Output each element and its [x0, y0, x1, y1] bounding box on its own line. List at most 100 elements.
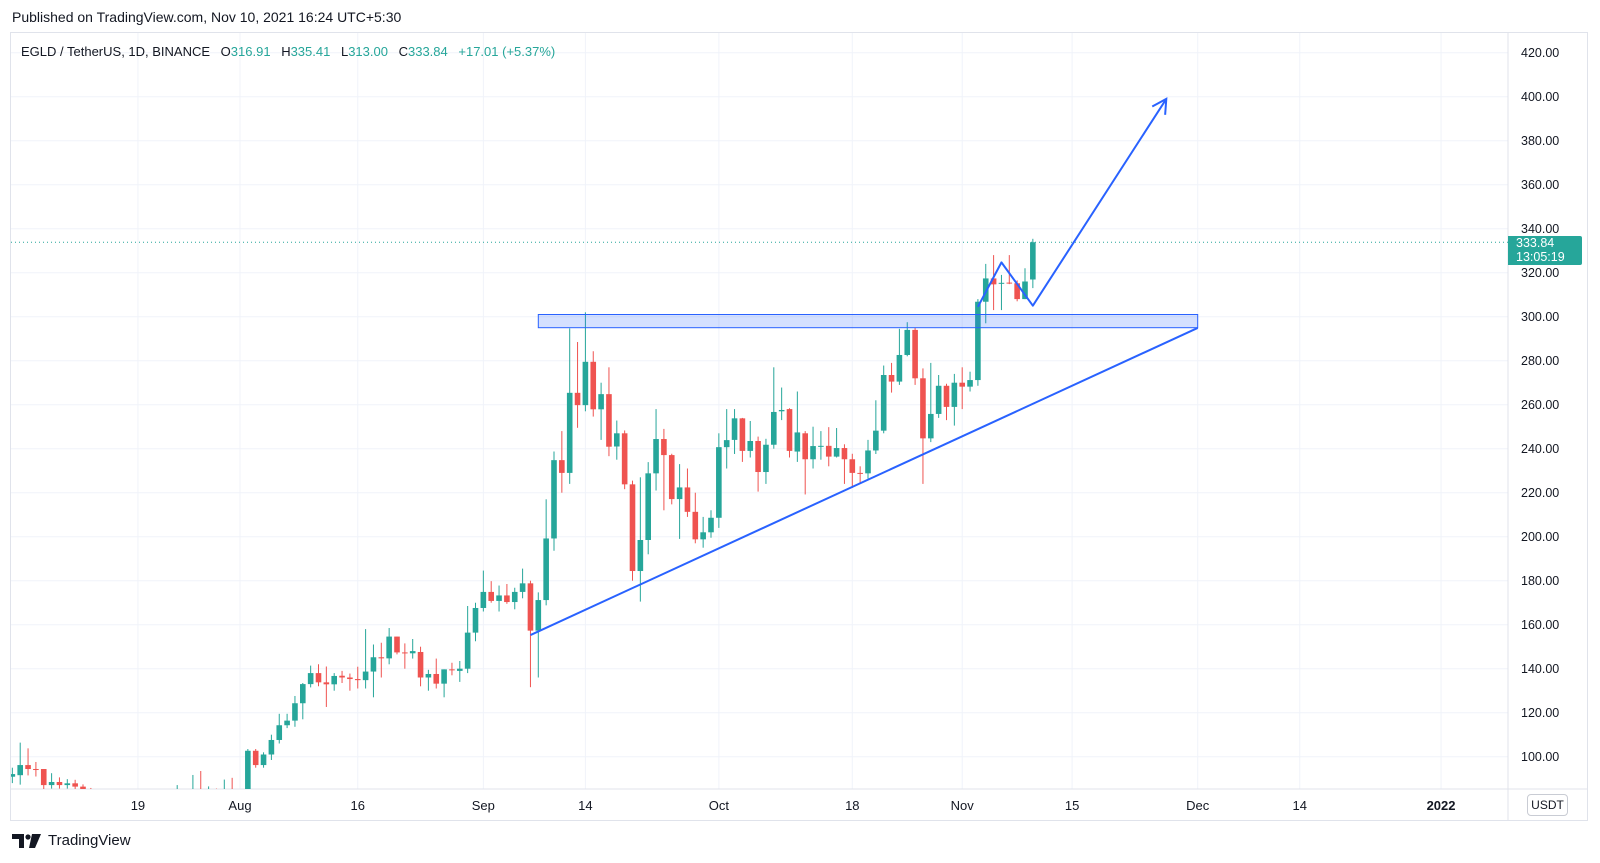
candle [174, 785, 180, 793]
candle [778, 387, 785, 421]
candle [896, 328, 903, 385]
time-tick-label: Dec [1186, 798, 1210, 813]
candle [284, 713, 290, 729]
candle-body [48, 782, 55, 786]
price-tick-label: 140.00 [1521, 662, 1559, 676]
candle-body [880, 375, 887, 431]
time-tick-label: 19 [131, 798, 145, 813]
candle-body [167, 794, 173, 797]
low-label: L [340, 44, 349, 59]
resistance-zone [537, 314, 1199, 329]
time-tick-label: Aug [228, 798, 251, 813]
candle-body [315, 673, 322, 683]
candle [700, 516, 706, 548]
candle [394, 636, 400, 655]
candle [417, 646, 424, 687]
drawings[interactable] [530, 97, 1199, 636]
candle [566, 328, 573, 484]
candle [457, 661, 463, 682]
time-axis[interactable]: 19 Aug 16 Sep 14 Oct 18 Nov 15 Dec 14 2022 [131, 798, 1456, 813]
candle [464, 606, 471, 674]
candle-body [237, 792, 243, 793]
candle [40, 769, 47, 789]
candle [449, 662, 455, 676]
candle [378, 642, 385, 678]
candle-body [300, 684, 306, 704]
candle [637, 477, 644, 602]
candle-body [794, 432, 801, 452]
candle-body [951, 382, 958, 407]
candle-body [928, 413, 934, 439]
candle [786, 408, 793, 458]
candle [873, 400, 879, 454]
tradingview-logo[interactable]: TradingView [12, 832, 131, 849]
candle-body [614, 433, 620, 447]
candle-body [307, 673, 314, 685]
candle-body [645, 473, 651, 540]
candle [200, 771, 202, 789]
candle-body [841, 448, 848, 460]
candle-body [25, 765, 31, 770]
candle [245, 749, 251, 789]
candle [370, 644, 377, 698]
candle [825, 427, 832, 467]
ascending-trendline [530, 327, 1199, 636]
price-tick-label: 180.00 [1521, 574, 1559, 588]
candle [17, 742, 23, 785]
candle-body [519, 583, 526, 592]
candle-body [833, 448, 840, 457]
candle [865, 439, 871, 479]
candle-body [1022, 281, 1028, 300]
candle [1006, 255, 1013, 285]
grid-lines [11, 33, 1508, 789]
candle-body [464, 632, 471, 669]
candle-body [449, 669, 455, 671]
candle-body [857, 472, 863, 474]
candle-body [2, 777, 8, 789]
time-tick-label: Oct [709, 798, 730, 813]
candle-body [621, 433, 628, 485]
candle-body [967, 380, 973, 387]
candle [72, 779, 78, 789]
candle-body [88, 789, 94, 796]
candle [276, 713, 283, 744]
candle-body [598, 394, 604, 410]
last-price-tag: 333.84 13:05:19 [1508, 236, 1582, 265]
candle-body [551, 460, 557, 539]
candle [56, 777, 63, 789]
candle [559, 431, 565, 493]
candle [810, 426, 816, 469]
close-label: C [398, 44, 408, 59]
candle [990, 255, 997, 311]
candle-body [786, 409, 793, 451]
candle-body [425, 673, 432, 678]
price-tick-label: 120.00 [1521, 706, 1559, 720]
price-axis[interactable]: 420.00 400.00 380.00 360.00 340.00 320.00 300.… [1521, 46, 1559, 764]
candle [574, 342, 581, 428]
candle-body [1014, 283, 1020, 300]
candle [833, 428, 840, 458]
candle-body [174, 791, 180, 793]
candle [794, 391, 801, 462]
candle-body [245, 750, 251, 789]
candle-body [96, 796, 102, 799]
time-tick-label: 16 [351, 798, 365, 813]
candle [708, 510, 714, 538]
candle-body [457, 668, 463, 671]
price-tick-label: 400.00 [1521, 90, 1559, 104]
time-tick-label: 18 [845, 798, 859, 813]
candle-body [559, 460, 565, 473]
candle-body [378, 657, 385, 659]
candle [543, 499, 549, 606]
candle-body [888, 375, 895, 382]
candle [402, 643, 408, 669]
candle [614, 420, 620, 460]
candle [802, 431, 808, 495]
candle-body [755, 441, 761, 473]
candle-body [818, 445, 824, 447]
price-tick-label: 240.00 [1521, 442, 1559, 456]
candle [880, 365, 887, 434]
candle [967, 371, 973, 392]
currency-button[interactable]: USDT [1527, 794, 1568, 816]
